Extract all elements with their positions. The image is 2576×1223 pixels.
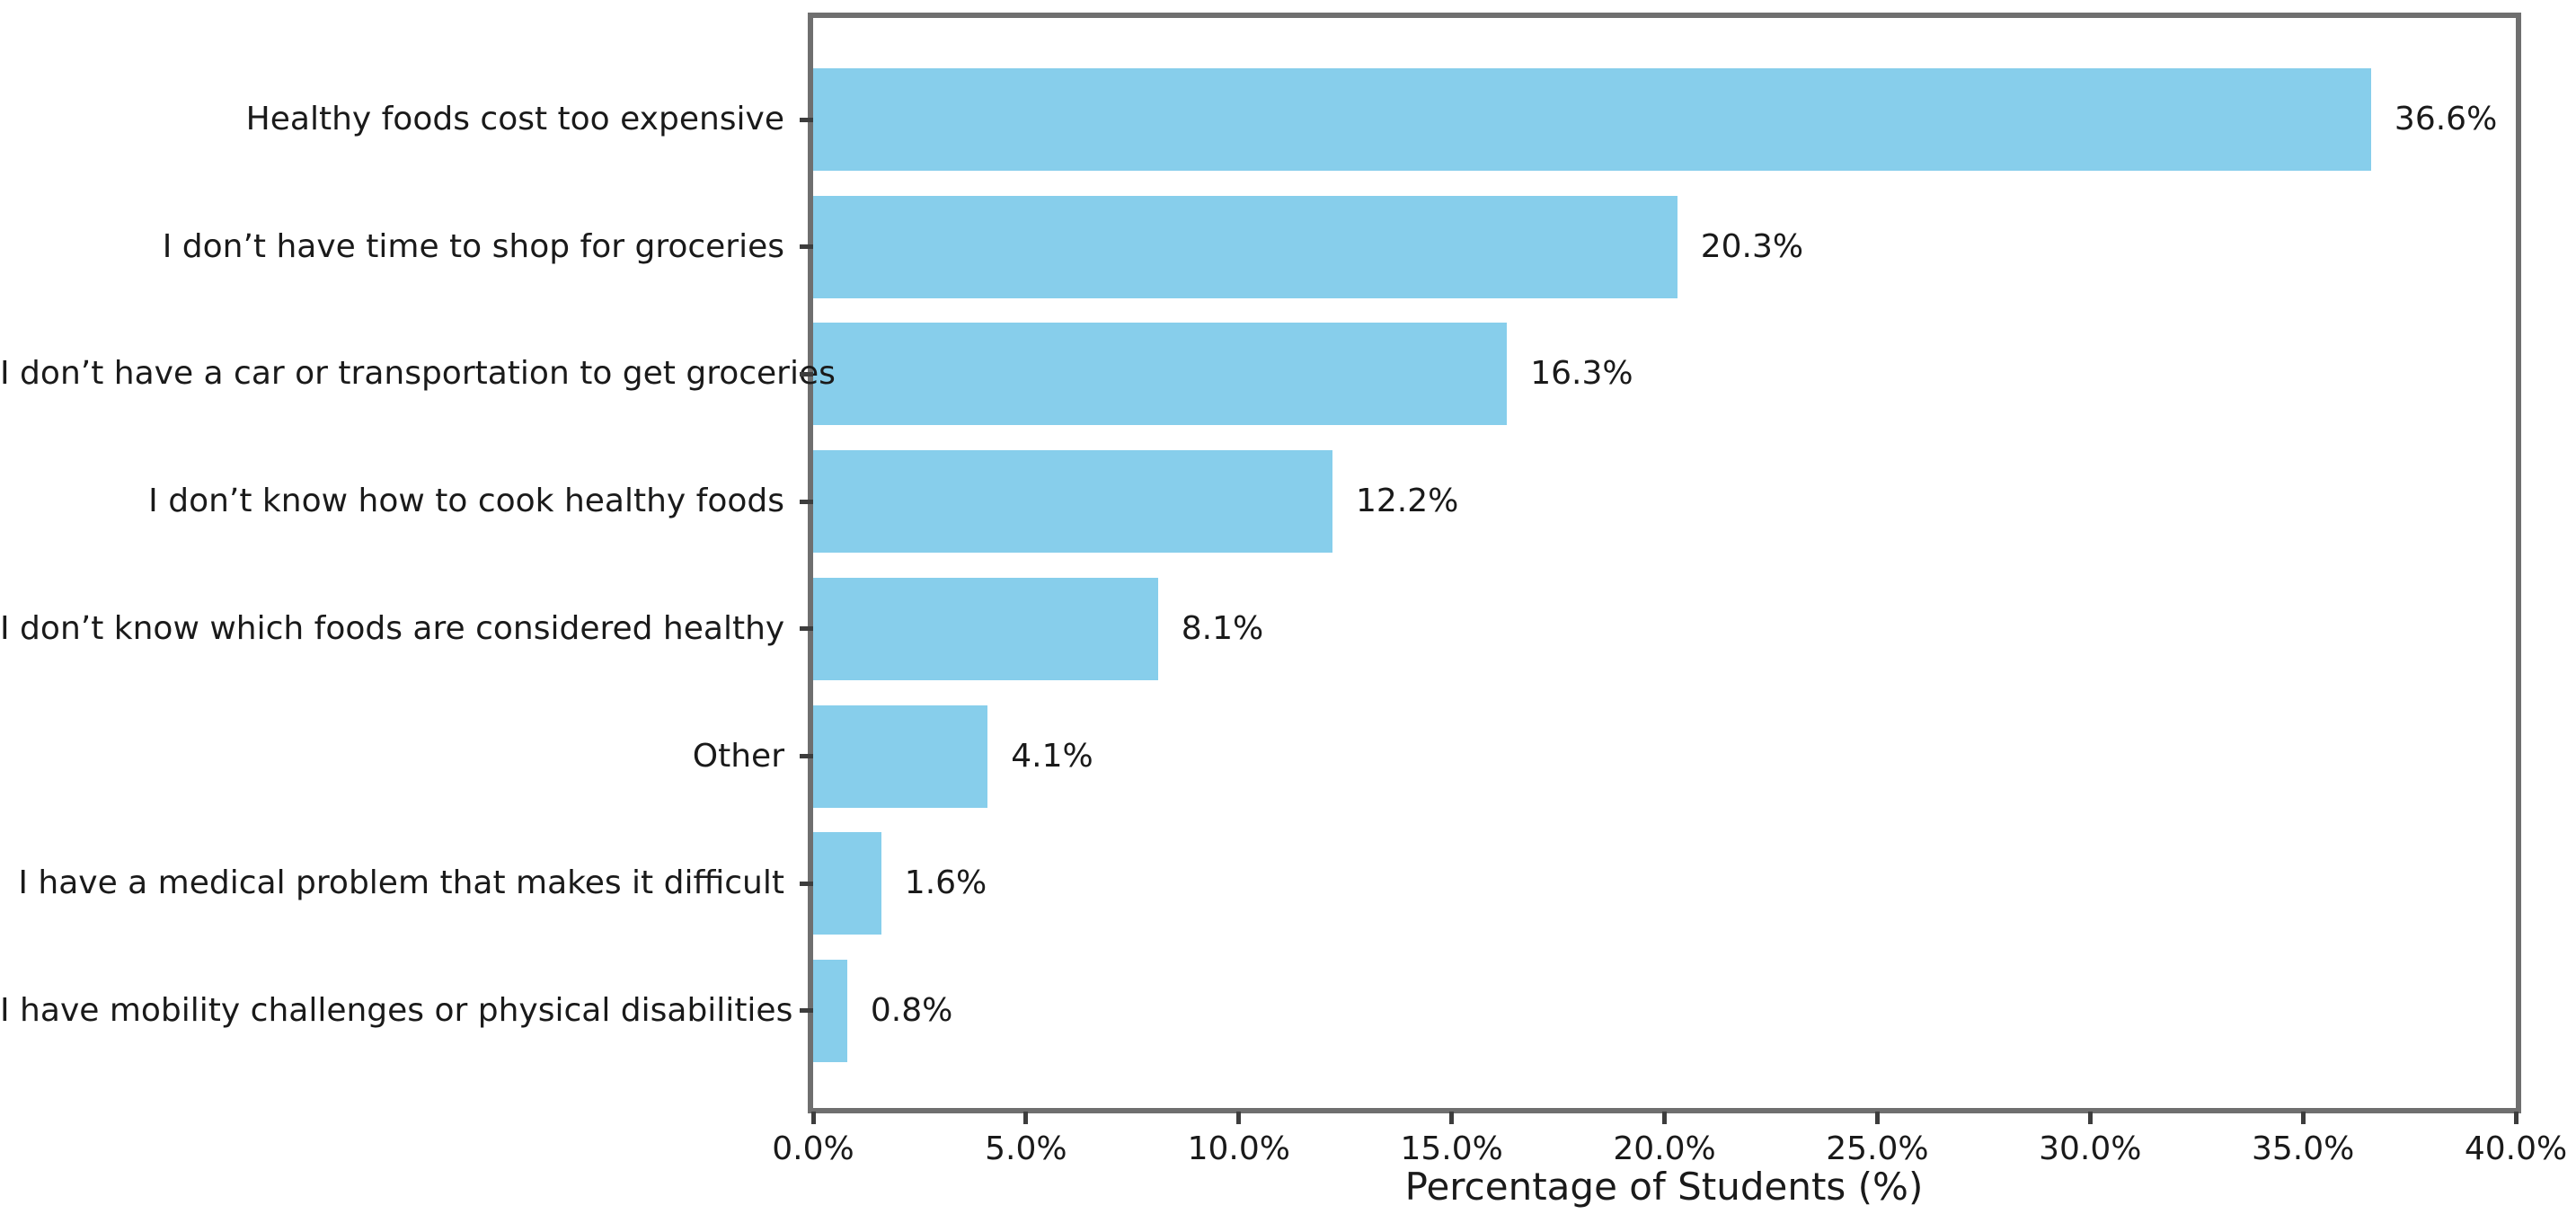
x-tick-label: 10.0% bbox=[1187, 1130, 1290, 1167]
plot-frame bbox=[808, 13, 2521, 1113]
x-axis-label: Percentage of Students (%) bbox=[1404, 1165, 1924, 1209]
x-tick bbox=[1662, 1112, 1667, 1124]
category-label: I have a medical problem that makes it d… bbox=[18, 864, 784, 902]
x-tick bbox=[2300, 1112, 2306, 1124]
x-tick bbox=[1874, 1112, 1880, 1124]
category-label: I don’t have time to shop for groceries bbox=[162, 227, 784, 265]
value-label: 0.8% bbox=[870, 991, 953, 1029]
x-tick bbox=[810, 1112, 816, 1124]
category-label: Other bbox=[692, 737, 784, 775]
bar bbox=[813, 959, 847, 1062]
value-label: 1.6% bbox=[904, 864, 987, 902]
x-tick bbox=[1449, 1112, 1455, 1124]
category-label: I have mobility challenges or physical d… bbox=[0, 991, 793, 1029]
bar bbox=[813, 705, 988, 808]
y-tick bbox=[800, 244, 813, 250]
value-label: 8.1% bbox=[1181, 609, 1264, 647]
bar bbox=[813, 195, 1677, 298]
x-tick-label: 35.0% bbox=[2251, 1130, 2355, 1167]
y-tick bbox=[800, 371, 813, 377]
y-tick bbox=[800, 499, 813, 504]
value-label: 16.3% bbox=[1530, 355, 1633, 393]
x-tick bbox=[1236, 1112, 1242, 1124]
y-tick bbox=[800, 881, 813, 886]
y-tick bbox=[800, 117, 813, 122]
category-label: I don’t know how to cook healthy foods bbox=[148, 483, 784, 520]
x-tick-label: 5.0% bbox=[985, 1130, 1067, 1167]
value-label: 12.2% bbox=[1355, 483, 1459, 520]
x-tick bbox=[1023, 1112, 1029, 1124]
bar bbox=[813, 323, 1508, 426]
x-tick-label: 30.0% bbox=[2039, 1130, 2142, 1167]
x-tick-label: 25.0% bbox=[1826, 1130, 1929, 1167]
x-tick-label: 15.0% bbox=[1400, 1130, 1503, 1167]
category-label: Healthy foods cost too expensive bbox=[245, 101, 784, 137]
value-label: 4.1% bbox=[1011, 737, 1093, 775]
bar bbox=[813, 577, 1158, 680]
x-tick bbox=[2087, 1112, 2093, 1124]
bar bbox=[813, 832, 881, 935]
bar bbox=[813, 450, 1332, 554]
value-label: 36.6% bbox=[2394, 101, 2498, 137]
y-tick bbox=[800, 626, 813, 632]
bar bbox=[813, 68, 2371, 171]
x-tick-label: 20.0% bbox=[1613, 1130, 1716, 1167]
value-label: 20.3% bbox=[1700, 227, 1804, 265]
y-tick bbox=[800, 754, 813, 759]
category-label: I don’t know which foods are considered … bbox=[0, 609, 785, 647]
x-tick bbox=[2513, 1112, 2518, 1124]
category-label: I don’t have a car or transportation to … bbox=[0, 355, 836, 393]
x-tick-label: 40.0% bbox=[2464, 1130, 2568, 1167]
y-tick bbox=[800, 1008, 813, 1014]
x-tick-label: 0.0% bbox=[772, 1130, 854, 1167]
